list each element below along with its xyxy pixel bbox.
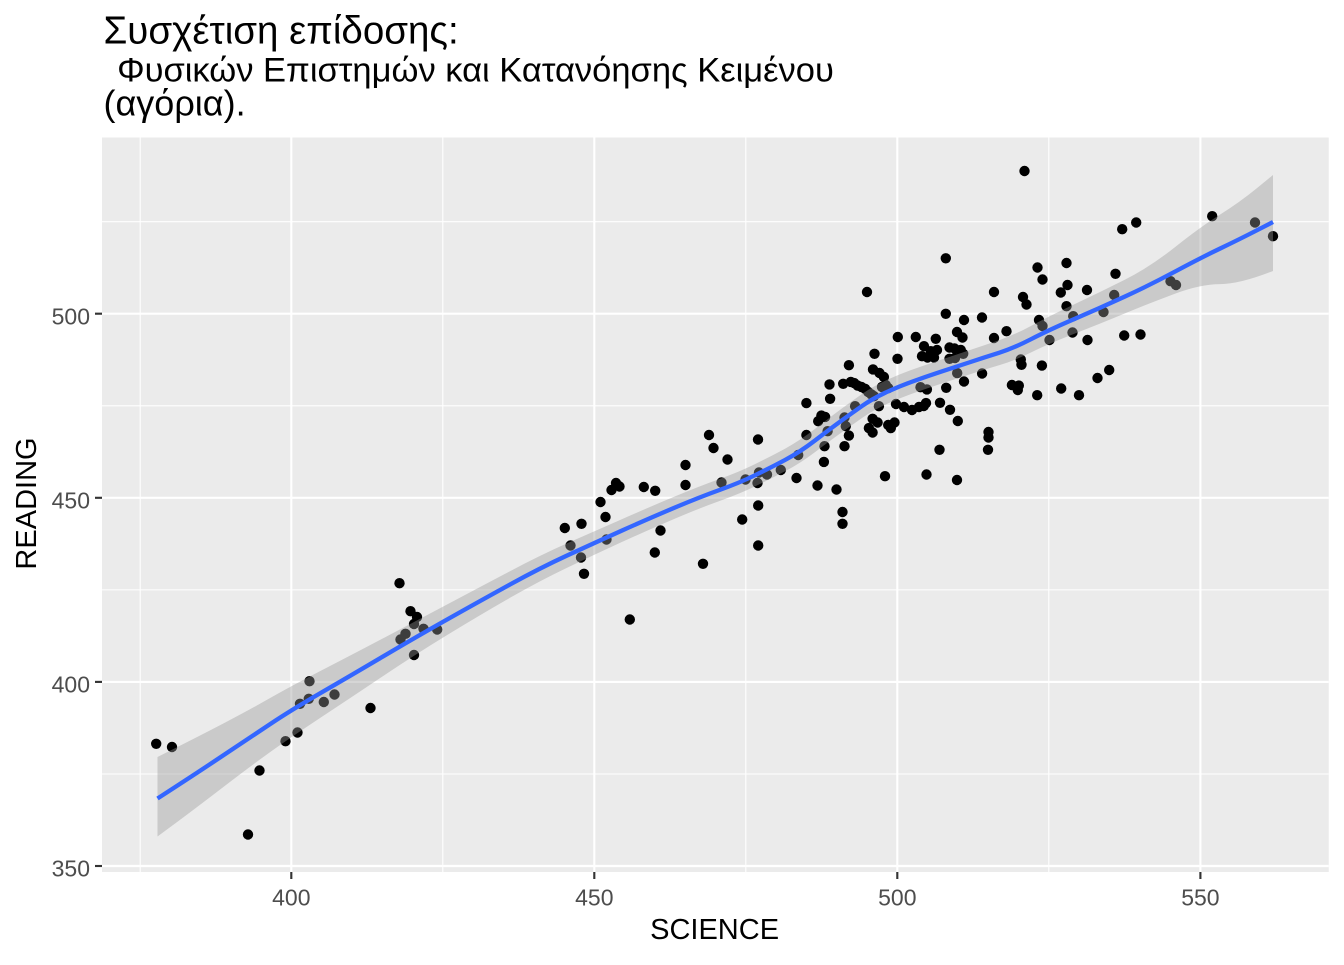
svg-text:500: 500: [878, 885, 916, 911]
svg-text:450: 450: [575, 885, 613, 911]
svg-text:550: 550: [1181, 885, 1219, 911]
svg-text:SCIENCE: SCIENCE: [650, 914, 779, 946]
svg-text:READING: READING: [11, 437, 43, 569]
svg-text:Συσχέτιση επίδοσης:: Συσχέτιση επίδοσης:: [104, 10, 459, 53]
svg-text:350: 350: [52, 856, 90, 882]
svg-text:400: 400: [52, 672, 90, 698]
svg-text:(αγόρια).: (αγόρια).: [104, 83, 246, 124]
svg-text:450: 450: [52, 488, 90, 514]
svg-text:Φυσικών Επιστημών και Κατανόησ: Φυσικών Επιστημών και Κατανόησης Κειμένο…: [108, 51, 834, 89]
svg-text:500: 500: [52, 303, 90, 329]
svg-text:400: 400: [272, 885, 310, 911]
